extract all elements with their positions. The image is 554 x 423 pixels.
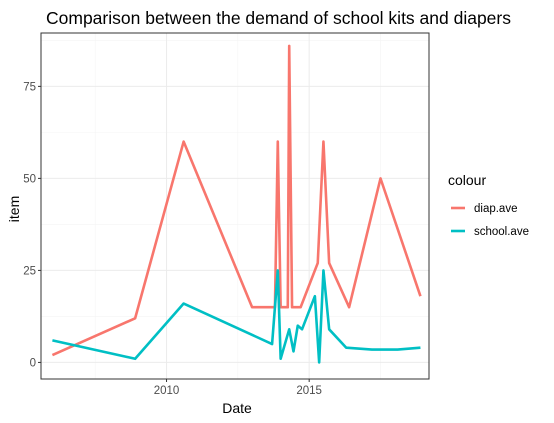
x-axis-title: Date bbox=[222, 400, 252, 416]
plot-panel bbox=[40, 32, 430, 380]
chart-title: Comparison between the demand of school … bbox=[46, 8, 511, 28]
legend: colour diap.ave school.ave bbox=[448, 172, 529, 240]
y-tick-label: 50 bbox=[23, 173, 36, 185]
y-tick-label: 0 bbox=[30, 357, 36, 369]
y-axis: 0 25 50 75 bbox=[23, 81, 41, 369]
legend-label-diap-ave: diap.ave bbox=[474, 203, 517, 215]
legend-label-school-ave: school.ave bbox=[474, 226, 529, 238]
x-tick-label: 2015 bbox=[296, 385, 322, 397]
y-tick-label: 25 bbox=[23, 265, 36, 277]
series-line-diap-ave bbox=[51, 44, 422, 357]
y-tick-label: 75 bbox=[23, 81, 36, 93]
grid bbox=[41, 33, 429, 379]
y-axis-title: item bbox=[6, 196, 22, 222]
x-axis: 2010 2015 bbox=[154, 379, 322, 397]
x-tick-label: 2010 bbox=[154, 385, 180, 397]
series-layer bbox=[51, 44, 422, 364]
series-line-school-ave bbox=[52, 269, 421, 364]
legend-title: colour bbox=[448, 172, 486, 188]
